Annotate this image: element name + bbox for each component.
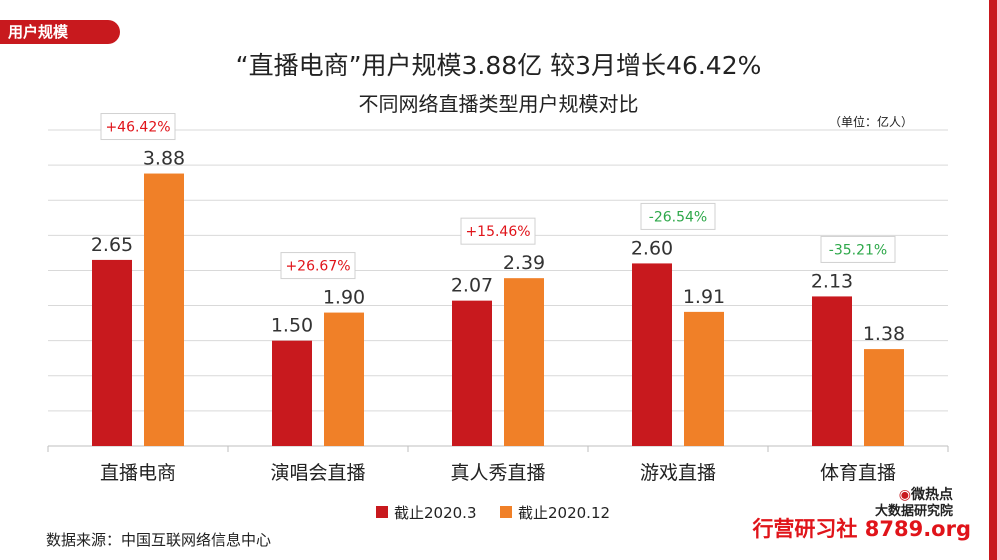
bar (812, 296, 852, 446)
change-badge (820, 235, 896, 263)
legend-label: 截止2020.3 (394, 504, 477, 522)
bar (452, 300, 492, 446)
category-label: 游戏直播 (640, 462, 716, 484)
change-label: +15.46% (465, 224, 530, 240)
legend-label: 截止2020.12 (518, 504, 610, 522)
bar (864, 349, 904, 446)
change-label: -35.21% (829, 242, 887, 258)
bar (504, 278, 544, 446)
change-label: +26.67% (285, 259, 350, 275)
right-accent-bar (989, 0, 997, 560)
bar (684, 311, 724, 446)
bar (632, 263, 672, 446)
section-tab: 用户规模 (0, 20, 120, 44)
bar (272, 340, 312, 446)
data-label: 1.50 (271, 315, 313, 337)
change-label: +46.42% (105, 120, 170, 136)
watermark-institute: 大数据研究院 (874, 504, 953, 519)
chart-title: “直播电商”用户规模3.88亿 较3月增长46.42% (235, 51, 762, 80)
bar (92, 259, 132, 446)
change-badge (460, 217, 536, 245)
bar (144, 173, 184, 446)
category-label: 直播电商 (100, 462, 176, 484)
category-label: 体育直播 (820, 462, 896, 484)
change-badge (100, 113, 176, 141)
data-label: 2.07 (451, 275, 493, 297)
change-badge (280, 252, 356, 280)
source-label: 数据来源：中国互联网络信息中心 (46, 531, 272, 549)
watermark-site: 行营研习社 8789.org (752, 517, 971, 541)
data-label: 1.90 (323, 287, 365, 309)
data-label: 1.38 (863, 323, 905, 345)
category-label: 真人秀直播 (450, 462, 545, 484)
data-label: 1.91 (683, 286, 725, 308)
category-label: 演唱会直播 (270, 462, 365, 484)
bar (324, 312, 364, 446)
data-label: 2.60 (631, 237, 673, 259)
chart-subtitle: 不同网络直播类型用户规模对比 (358, 92, 639, 116)
data-label: 2.13 (811, 270, 853, 292)
watermark-brand: ◉微热点 (898, 487, 953, 503)
change-label: -26.54% (649, 209, 707, 225)
data-label: 3.88 (143, 148, 185, 170)
data-label: 2.65 (91, 234, 133, 256)
unit-label: （单位：亿人） (828, 115, 913, 129)
change-badge (640, 202, 716, 230)
data-label: 2.39 (503, 252, 545, 274)
legend-swatch (376, 506, 388, 518)
legend-swatch (500, 506, 512, 518)
eye-icon: ◉ (898, 487, 911, 503)
